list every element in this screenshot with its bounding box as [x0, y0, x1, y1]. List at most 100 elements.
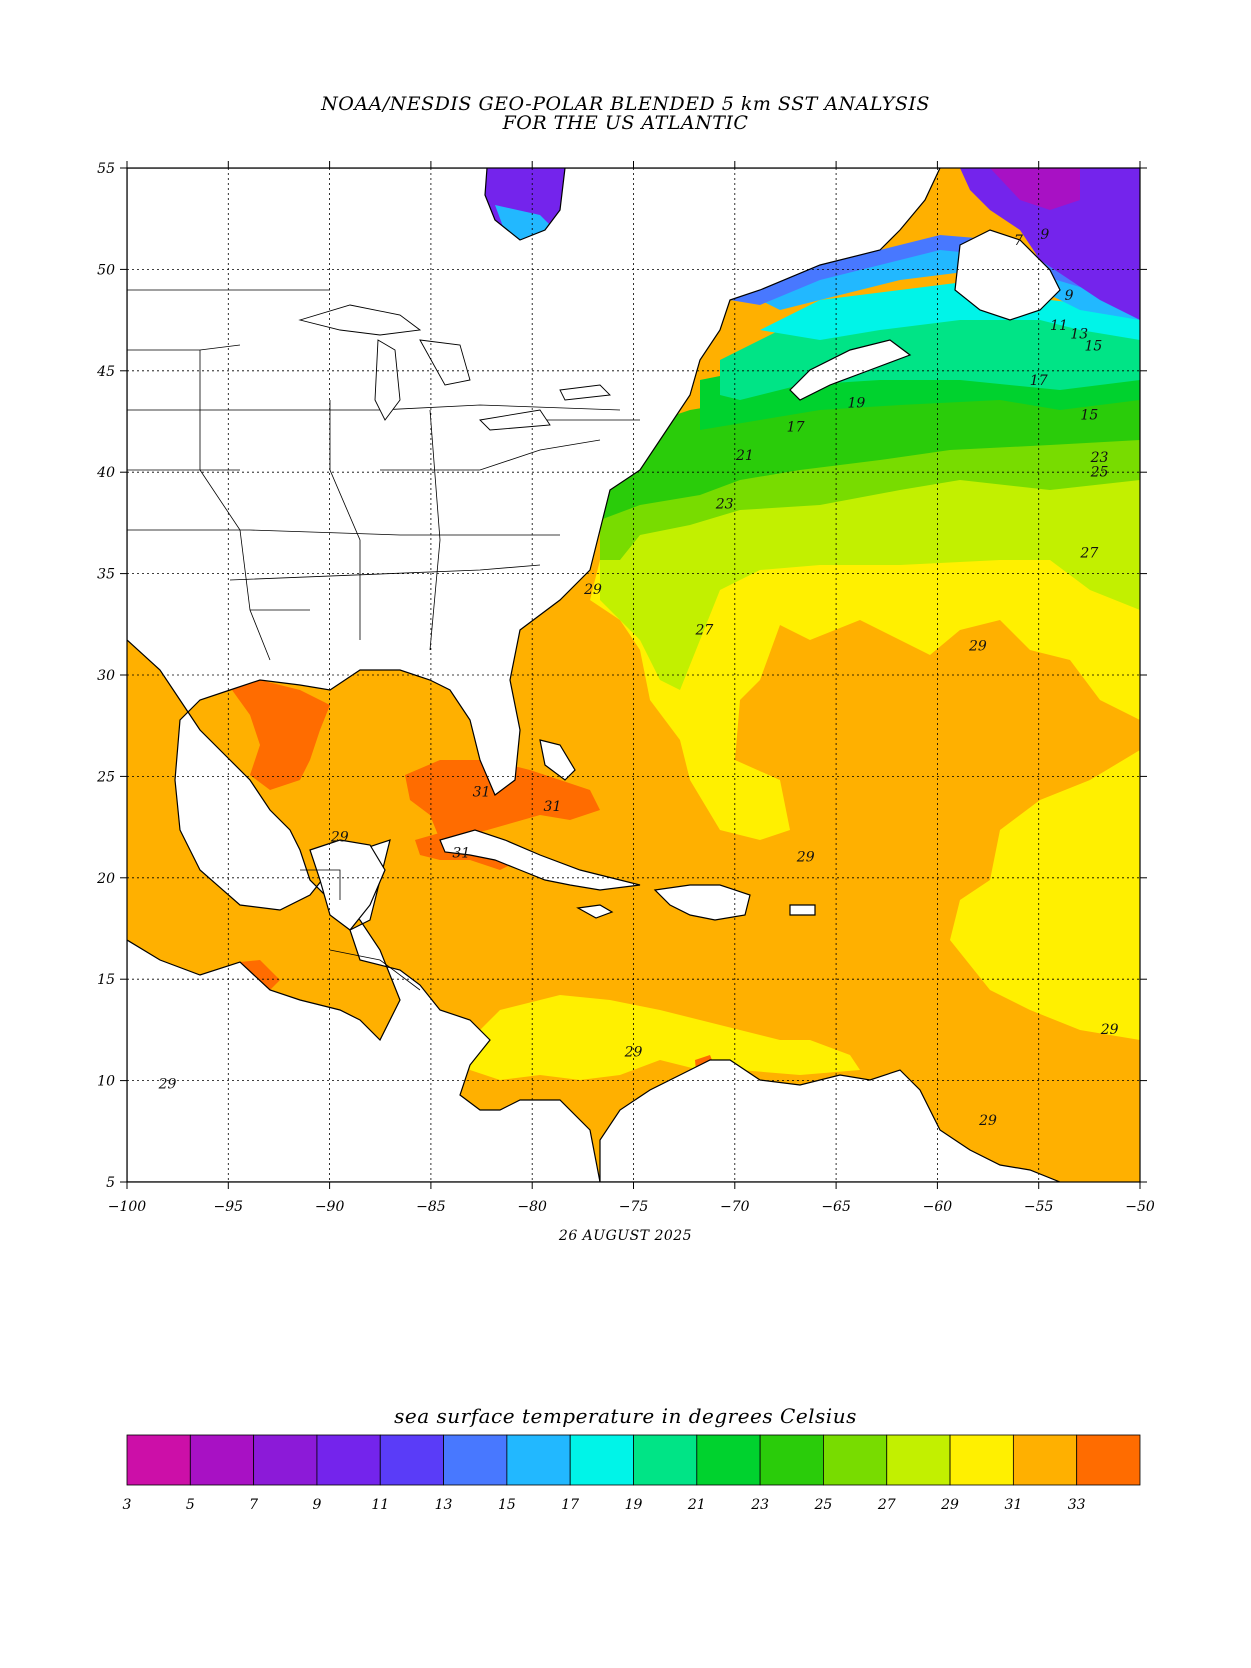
zone-25-27 — [600, 460, 1140, 690]
land-nova-scotia — [789, 339, 912, 401]
lat-tick-label: 25 — [96, 769, 115, 785]
lat-tick-label: 40 — [96, 465, 115, 481]
colorbar-swatch — [189, 1434, 255, 1486]
colorbar-swatch — [569, 1434, 634, 1486]
lon-tick-label: −90 — [315, 1199, 345, 1215]
contour-label: 13 — [1070, 326, 1088, 342]
contour-label: 31 — [544, 799, 562, 815]
contour-label: 23 — [1090, 450, 1109, 466]
colorbar-tick-label: 9 — [312, 1497, 321, 1513]
colorbar-tick-label: 19 — [625, 1497, 643, 1513]
colorbar-swatch — [1076, 1434, 1141, 1486]
zone-15-17 — [760, 280, 1140, 340]
land-bahamas — [539, 739, 576, 781]
colorbar-labels: 3 5 7 9 11 13 15 17 19 21 23 25 27 29 31 33 — [123, 1497, 1086, 1513]
map-title-line1: NOAA/NESDIS GEO-POLAR BLENDED 5 km SST A… — [321, 93, 930, 115]
analysis-date: 26 AUGUST 2025 — [558, 1228, 693, 1244]
contour-label: 9 — [1040, 227, 1049, 243]
contour-label: 27 — [694, 622, 713, 638]
contour-label: 7 — [1014, 233, 1023, 249]
colorbar-tick-label: 7 — [249, 1497, 258, 1513]
zone-31-33-florida — [405, 760, 600, 840]
colorbar-tick-label: 31 — [1004, 1497, 1022, 1513]
colorbar-swatch — [443, 1434, 508, 1486]
colorbar-tick-label: 29 — [940, 1497, 959, 1513]
land-newfoundland — [954, 229, 1061, 321]
contour-label: 15 — [1084, 339, 1102, 355]
contour-label: 19 — [847, 395, 865, 411]
contour-label: 29 — [978, 1113, 997, 1129]
lat-tick-label: 10 — [97, 1074, 115, 1090]
contour-label: 15 — [1080, 407, 1098, 423]
contour-label: 29 — [330, 829, 349, 845]
political-borders — [127, 289, 640, 991]
colorbar-tick-label: 3 — [123, 1497, 132, 1513]
contour-label: 17 — [1030, 373, 1048, 389]
colorbar-swatch — [379, 1434, 444, 1486]
contour-label: 31 — [473, 785, 491, 801]
colorbar-swatch — [633, 1434, 698, 1486]
contour-label: 9 — [1065, 288, 1074, 304]
colorbar-swatch — [1012, 1434, 1078, 1486]
lat-tick-label: 30 — [97, 668, 115, 684]
contour-label: 21 — [735, 448, 754, 464]
land-cuba — [439, 829, 641, 891]
zone-31-33-gulf — [232, 680, 330, 790]
contour-label: 29 — [1100, 1022, 1119, 1038]
lon-tick-label: −80 — [517, 1199, 547, 1215]
colorbar-swatch — [823, 1434, 888, 1486]
zone-cold-labrador — [960, 168, 1140, 320]
zone-coldest — [990, 168, 1080, 210]
lon-tick-label: −55 — [1024, 1199, 1054, 1215]
contour-label: 31 — [452, 846, 470, 862]
colorbar-tick-label: 13 — [435, 1497, 453, 1513]
colorbar-tick-label: 5 — [186, 1497, 195, 1513]
lon-tick-label: −100 — [108, 1199, 147, 1215]
contour-label: 29 — [158, 1077, 177, 1093]
latitude-labels: 55 50 45 40 35 30 25 20 15 10 5 — [96, 161, 115, 1191]
contour-label: 29 — [968, 639, 987, 655]
lon-tick-label: −95 — [214, 1199, 244, 1215]
colorbar-tick-label: 27 — [877, 1497, 896, 1513]
colorbar-tick-label: 11 — [371, 1497, 389, 1513]
contour-label: 25 — [1090, 464, 1109, 480]
lat-tick-label: 45 — [96, 364, 115, 380]
land-puerto-rico — [789, 904, 816, 916]
colorbar — [126, 1434, 1141, 1486]
colorbar-swatch — [253, 1434, 318, 1486]
land-hispaniola — [653, 884, 751, 921]
land-south-america — [599, 1059, 1061, 1182]
contour-label: 29 — [624, 1044, 643, 1060]
colorbar-title: sea surface temperature in degrees Celsi… — [394, 1404, 857, 1428]
colorbar-tick-label: 33 — [1068, 1497, 1086, 1513]
colorbar-swatch — [886, 1434, 951, 1486]
lat-tick-label: 50 — [97, 262, 115, 278]
contour-label: 27 — [1079, 545, 1098, 561]
colorbar-swatch — [126, 1434, 191, 1486]
zone-27-29-east — [950, 750, 1140, 1040]
colorbar-swatch — [949, 1434, 1014, 1486]
land-jamaica — [576, 904, 614, 919]
map-title-line2: FOR THE US ATLANTIC — [502, 112, 749, 134]
contour-label: 17 — [787, 420, 805, 436]
lat-tick-label: 35 — [97, 567, 115, 583]
colorbar-tick-label: 23 — [750, 1497, 769, 1513]
contour-label: 11 — [1050, 318, 1068, 334]
lon-tick-label: −85 — [416, 1199, 446, 1215]
land-yucatan — [309, 839, 386, 931]
lon-tick-label: −50 — [1125, 1199, 1155, 1215]
colorbar-tick-label: 25 — [814, 1497, 833, 1513]
contour-label: 29 — [796, 850, 815, 866]
zone-31-33-caribbean-west — [240, 960, 280, 990]
contour-label: 29 — [583, 582, 602, 598]
lon-tick-label: −75 — [619, 1199, 649, 1215]
colorbar-swatch — [759, 1434, 824, 1486]
lon-tick-label: −70 — [720, 1199, 750, 1215]
zone-27-29-atlantic — [590, 520, 1140, 840]
longitude-labels: −100 −95 −90 −85 −80 −75 −70 −65 −60 −55 −50 — [108, 1199, 1155, 1215]
colorbar-swatch — [506, 1434, 571, 1486]
colorbar-swatch — [316, 1434, 381, 1486]
graticule — [127, 168, 1140, 1182]
